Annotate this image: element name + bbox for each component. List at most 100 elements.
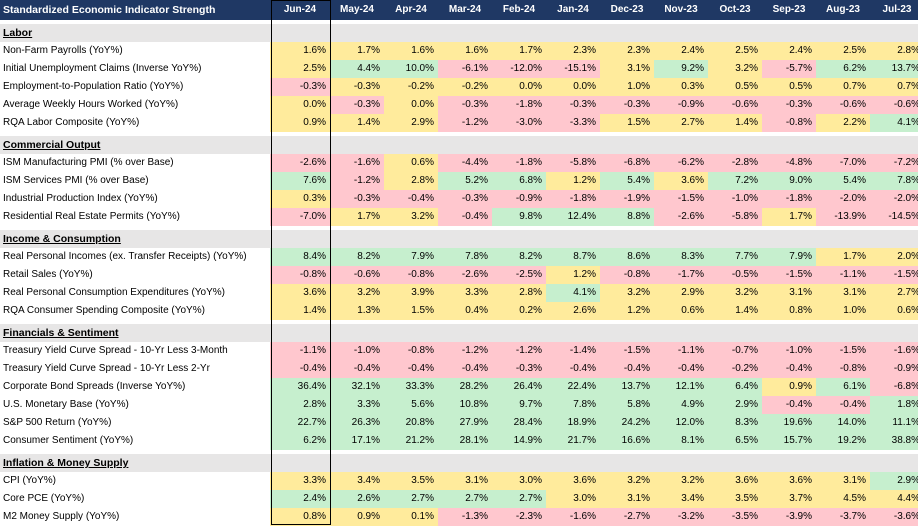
value-cell[interactable]: 4.9% (654, 396, 708, 414)
value-cell[interactable]: 2.9% (708, 396, 762, 414)
value-cell[interactable]: 0.6% (384, 154, 438, 172)
value-cell[interactable]: 14.9% (492, 432, 546, 450)
value-cell[interactable]: 2.6% (330, 490, 384, 508)
value-cell[interactable]: 0.7% (816, 78, 870, 96)
value-cell[interactable]: 12.1% (654, 378, 708, 396)
value-cell[interactable]: -2.0% (870, 190, 918, 208)
value-cell[interactable]: 6.2% (816, 60, 870, 78)
value-cell[interactable]: 21.2% (384, 432, 438, 450)
value-cell[interactable]: 3.0% (546, 490, 600, 508)
value-cell[interactable]: -5.8% (708, 208, 762, 226)
value-cell[interactable]: 7.9% (762, 248, 816, 266)
value-cell[interactable]: -0.8% (384, 266, 438, 284)
value-cell[interactable]: -1.2% (438, 114, 492, 132)
value-cell[interactable]: 27.9% (438, 414, 492, 432)
value-cell[interactable]: -0.4% (816, 396, 870, 414)
value-cell[interactable]: 8.2% (492, 248, 546, 266)
value-cell[interactable]: 2.5% (816, 42, 870, 60)
value-cell[interactable]: 2.8% (870, 42, 918, 60)
column-header[interactable]: Feb-24 (502, 4, 536, 15)
column-header[interactable]: Aug-23 (826, 4, 860, 15)
value-cell[interactable]: -1.8% (762, 190, 816, 208)
value-cell[interactable]: 3.6% (270, 284, 330, 302)
value-cell[interactable]: 1.0% (816, 302, 870, 320)
value-cell[interactable]: -0.9% (870, 360, 918, 378)
value-cell[interactable]: -2.3% (492, 508, 546, 526)
value-cell[interactable]: -0.4% (438, 360, 492, 378)
value-cell[interactable]: -2.6% (270, 154, 330, 172)
value-cell[interactable]: 13.7% (600, 378, 654, 396)
value-cell[interactable]: 26.3% (330, 414, 384, 432)
value-cell[interactable]: 2.2% (816, 114, 870, 132)
value-cell[interactable]: 38.8% (870, 432, 918, 450)
value-cell[interactable]: -13.9% (816, 208, 870, 226)
value-cell[interactable]: -1.8% (492, 154, 546, 172)
value-cell[interactable]: 3.1% (438, 472, 492, 490)
value-cell[interactable]: 0.0% (546, 78, 600, 96)
value-cell[interactable]: 26.4% (492, 378, 546, 396)
value-cell[interactable]: 2.7% (492, 490, 546, 508)
column-header[interactable]: Jun-24 (283, 4, 317, 15)
value-cell[interactable]: 8.7% (546, 248, 600, 266)
value-cell[interactable]: 5.8% (600, 396, 654, 414)
value-cell[interactable]: -2.6% (654, 208, 708, 226)
value-cell[interactable]: -0.4% (384, 360, 438, 378)
value-cell[interactable]: 8.4% (270, 248, 330, 266)
value-cell[interactable]: 0.0% (270, 96, 330, 114)
value-cell[interactable]: 3.3% (270, 472, 330, 490)
value-cell[interactable]: -1.9% (600, 190, 654, 208)
value-cell[interactable]: 12.4% (546, 208, 600, 226)
value-cell[interactable]: 6.1% (816, 378, 870, 396)
value-cell[interactable]: -1.5% (600, 342, 654, 360)
value-cell[interactable]: 7.8% (870, 172, 918, 190)
value-cell[interactable]: 1.8% (870, 396, 918, 414)
value-cell[interactable]: 28.1% (438, 432, 492, 450)
value-cell[interactable]: 7.8% (438, 248, 492, 266)
value-cell[interactable]: -0.4% (546, 360, 600, 378)
value-cell[interactable]: 3.5% (708, 490, 762, 508)
value-cell[interactable]: -15.1% (546, 60, 600, 78)
value-cell[interactable]: -6.1% (438, 60, 492, 78)
value-cell[interactable]: 9.2% (654, 60, 708, 78)
value-cell[interactable]: -0.4% (384, 190, 438, 208)
value-cell[interactable]: -3.3% (546, 114, 600, 132)
value-cell[interactable]: 5.2% (438, 172, 492, 190)
value-cell[interactable]: 21.7% (546, 432, 600, 450)
value-cell[interactable]: 4.4% (870, 490, 918, 508)
value-cell[interactable]: -0.3% (330, 190, 384, 208)
value-cell[interactable]: 3.6% (708, 472, 762, 490)
value-cell[interactable]: 1.5% (600, 114, 654, 132)
value-cell[interactable]: 4.1% (870, 114, 918, 132)
value-cell[interactable]: -0.8% (384, 342, 438, 360)
value-cell[interactable]: -0.4% (600, 360, 654, 378)
value-cell[interactable]: 24.2% (600, 414, 654, 432)
value-cell[interactable]: 7.8% (546, 396, 600, 414)
value-cell[interactable]: 8.6% (600, 248, 654, 266)
value-cell[interactable]: 2.5% (270, 60, 330, 78)
value-cell[interactable]: -1.6% (330, 154, 384, 172)
value-cell[interactable]: -0.4% (270, 360, 330, 378)
value-cell[interactable]: -0.8% (816, 360, 870, 378)
value-cell[interactable]: 2.9% (654, 284, 708, 302)
value-cell[interactable]: -2.0% (816, 190, 870, 208)
value-cell[interactable]: 3.2% (384, 208, 438, 226)
value-cell[interactable]: 19.2% (816, 432, 870, 450)
value-cell[interactable]: 7.6% (270, 172, 330, 190)
value-cell[interactable]: 1.6% (384, 42, 438, 60)
value-cell[interactable]: -0.3% (438, 190, 492, 208)
value-cell[interactable]: -3.6% (870, 508, 918, 526)
value-cell[interactable]: 8.2% (330, 248, 384, 266)
value-cell[interactable]: -1.5% (654, 190, 708, 208)
value-cell[interactable]: 2.9% (384, 114, 438, 132)
value-cell[interactable]: 36.4% (270, 378, 330, 396)
value-cell[interactable]: 1.4% (330, 114, 384, 132)
value-cell[interactable]: -0.4% (762, 360, 816, 378)
value-cell[interactable]: 2.7% (384, 490, 438, 508)
value-cell[interactable]: 1.7% (330, 42, 384, 60)
value-cell[interactable]: -0.8% (762, 114, 816, 132)
value-cell[interactable]: 0.9% (270, 114, 330, 132)
value-cell[interactable]: -0.2% (438, 78, 492, 96)
value-cell[interactable]: -1.5% (870, 266, 918, 284)
value-cell[interactable]: -1.0% (330, 342, 384, 360)
value-cell[interactable]: -0.3% (438, 96, 492, 114)
